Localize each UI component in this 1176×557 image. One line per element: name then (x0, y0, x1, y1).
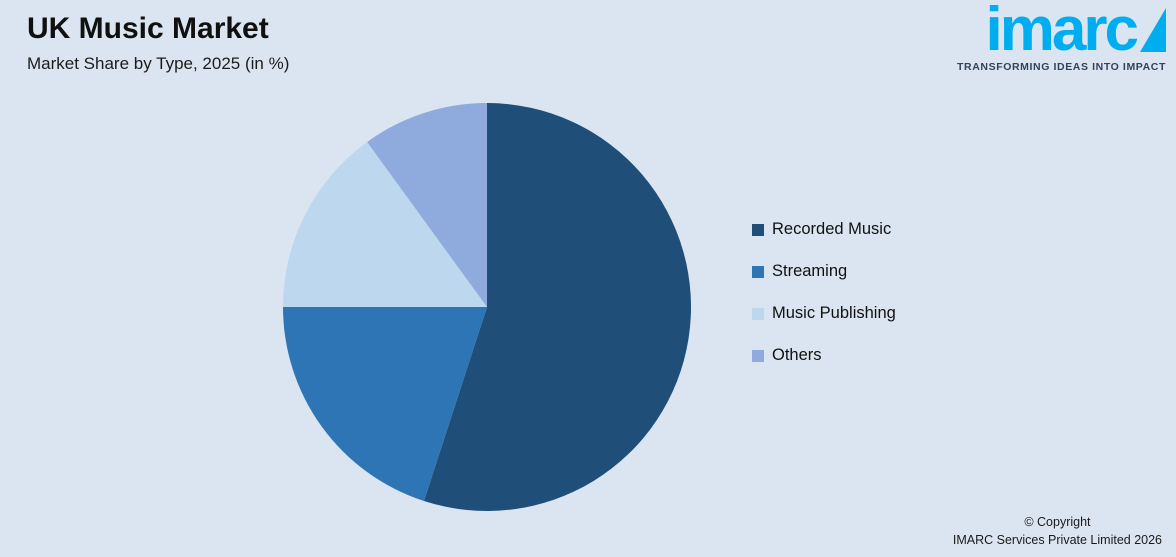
legend-item: Music Publishing (752, 304, 896, 322)
imarc-logo-sail-icon (1140, 8, 1166, 53)
legend-swatch-icon (752, 349, 764, 362)
legend-label: Others (772, 346, 822, 364)
pie-chart-area (279, 99, 695, 515)
copyright-line1: © Copyright (1024, 514, 1091, 529)
pie-slice-streaming (283, 307, 487, 502)
legend-swatch-icon (752, 265, 764, 278)
legend-item: Recorded Music (752, 220, 896, 238)
legend-item: Streaming (752, 262, 896, 280)
legend: Recorded Music Streaming Music Publishing O… (752, 220, 896, 389)
legend-swatch-icon (752, 307, 764, 320)
imarc-logo-tagline: TRANSFORMING IDEAS INTO IMPACT (957, 61, 1166, 74)
legend-label: Music Publishing (772, 304, 896, 322)
page-title: UK Music Market (27, 12, 269, 45)
pie-slice-others (367, 103, 487, 307)
legend-swatch-icon (752, 223, 764, 236)
legend-label: Streaming (772, 262, 848, 280)
legend-item: Others (752, 346, 896, 364)
imarc-logo: imarc TRANSFORMING IDEAS INTO IMPACT (934, 0, 1170, 74)
chart-subtitle: Market Share by Type, 2025 (in %) (27, 53, 290, 73)
chart-header: UK Music Market Market Share by Type, 20… (27, 12, 289, 74)
copyright-line2: IMARC Services Private Limited 2026 (952, 532, 1162, 547)
imarc-logo-text: imarc (985, 0, 1139, 64)
copyright-note: © Copyright IMARC Services Private Limit… (953, 513, 1162, 549)
pie-slice-recorded-music (423, 103, 691, 512)
legend-label: Recorded Music (772, 220, 892, 238)
pie-slice-music-publishing (283, 141, 487, 307)
pie-chart (283, 103, 691, 512)
